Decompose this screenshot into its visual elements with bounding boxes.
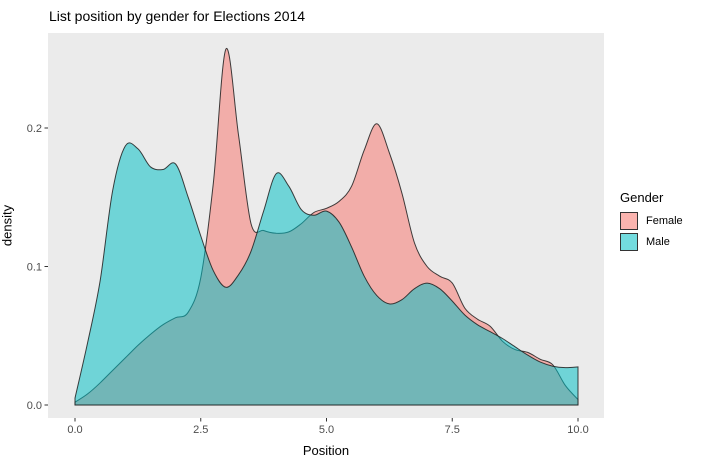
- x-tick-label: 0.0: [67, 424, 82, 433]
- x-axis-title: Position: [302, 443, 350, 458]
- y-tick-label: 0.0: [27, 400, 42, 412]
- y-axis-title: density: [0, 204, 15, 247]
- female-label: Female: [646, 215, 683, 227]
- legend-item-female: Female: [620, 212, 712, 230]
- x-tick-label: 10.0: [567, 424, 588, 433]
- male-label: Male: [646, 236, 670, 248]
- density-plot-canvas: 0.0 2.5 5.0 7.5 10.0 0.0 0.1 0.2: [27, 33, 604, 433]
- x-tick-label: 7.5: [445, 424, 460, 433]
- plot-title: List position by gender for Elections 20…: [49, 8, 306, 24]
- legend-title: Gender: [620, 190, 664, 205]
- legend-item-male: Male: [620, 233, 712, 251]
- legend: Gender Female Male: [620, 190, 712, 254]
- density-curves: [74, 48, 579, 406]
- female-swatch: [620, 212, 638, 230]
- y-tick-label: 0.2: [27, 123, 42, 135]
- x-tick-label: 5.0: [319, 424, 334, 433]
- x-tick-label: 2.5: [193, 424, 208, 433]
- density-curve-male: [74, 142, 579, 406]
- axis-tick-labels: 0.0 2.5 5.0 7.5 10.0 0.0 0.1 0.2: [27, 123, 589, 433]
- axis-ticks: [44, 127, 579, 422]
- male-swatch: [620, 233, 638, 251]
- y-tick-label: 0.1: [27, 262, 42, 274]
